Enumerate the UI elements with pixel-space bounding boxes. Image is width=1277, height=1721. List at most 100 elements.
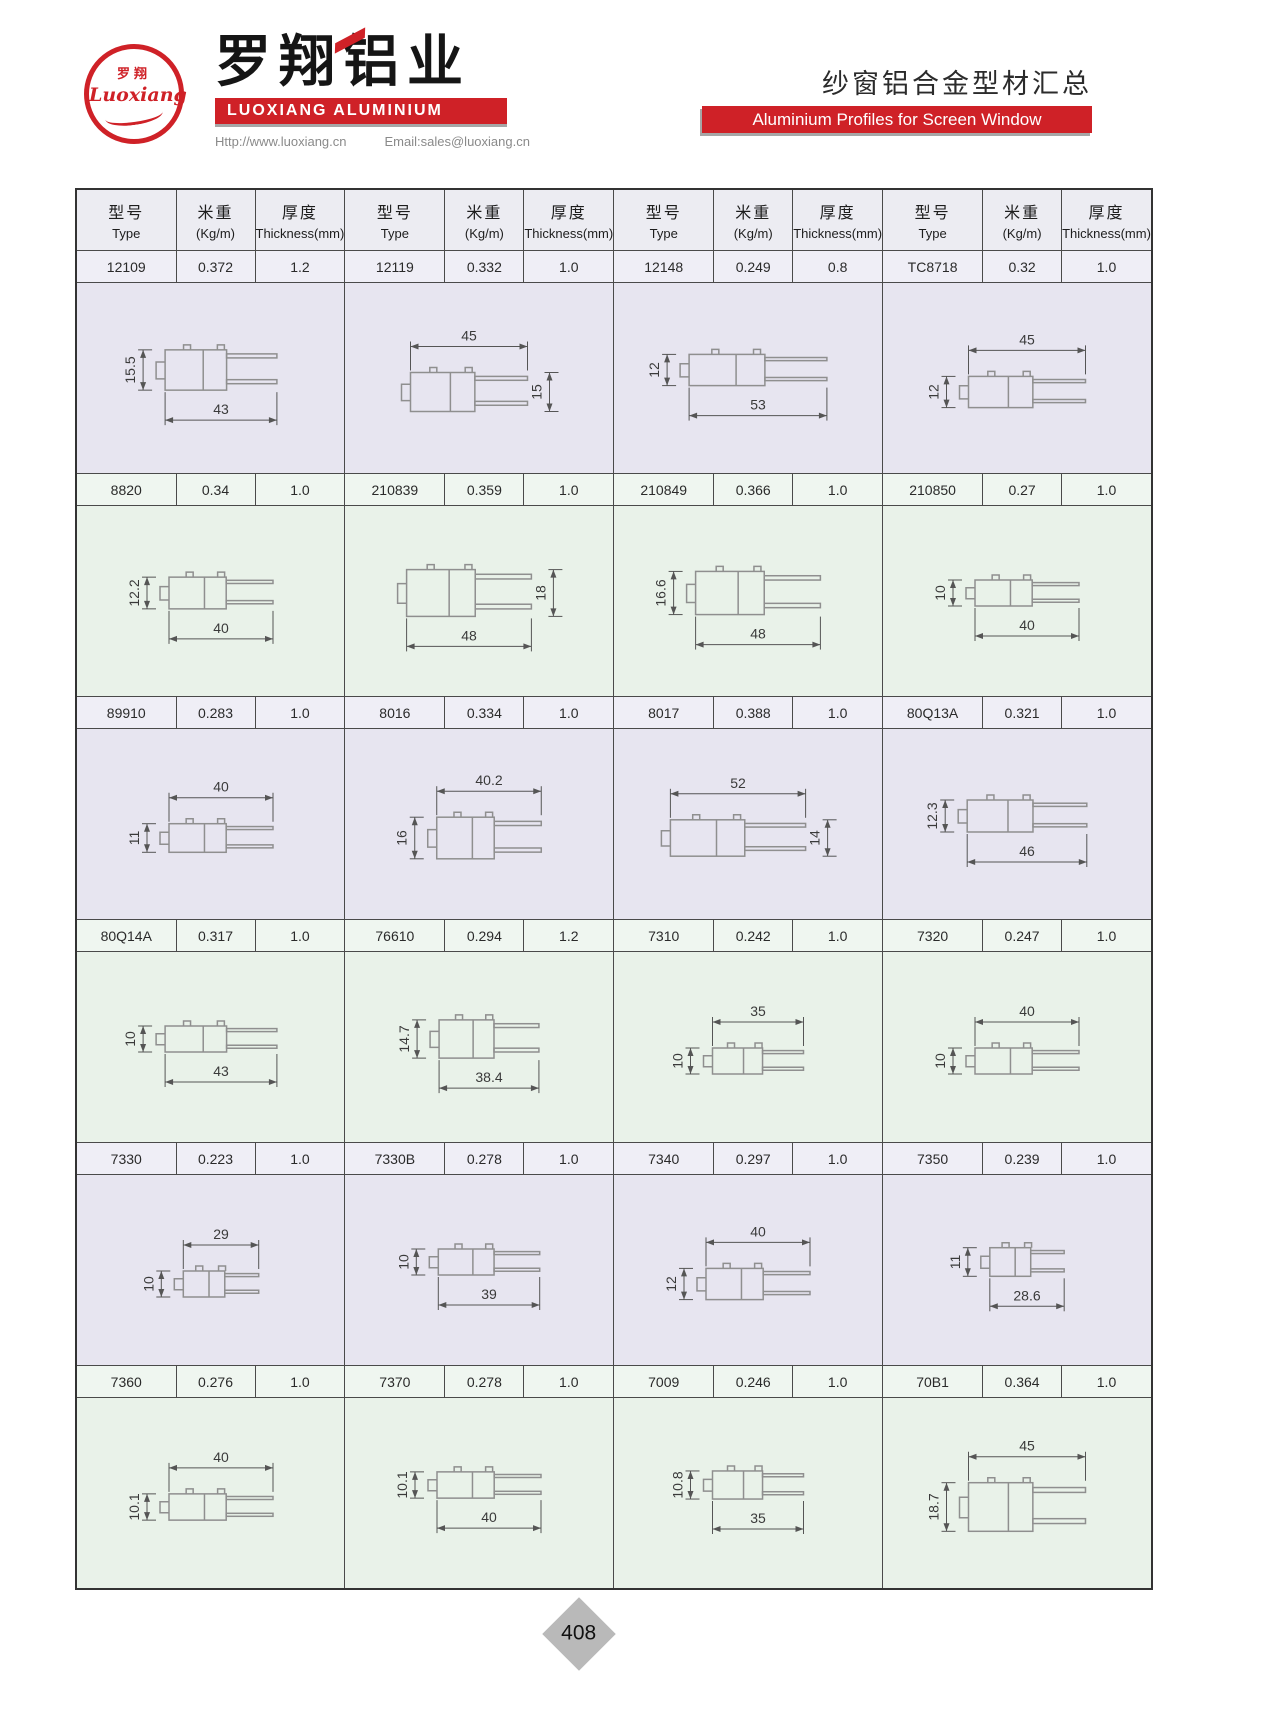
profile-weight: 0.334	[444, 696, 525, 729]
height-dimension: 18	[533, 569, 563, 617]
profile-type: 7310	[613, 919, 715, 952]
profile-outline	[660, 814, 807, 857]
width-dimension: 45	[968, 1438, 1086, 1481]
width-dimension: 40	[168, 779, 274, 822]
dim-label: 15.5	[122, 356, 138, 383]
dim-label: 10	[140, 1276, 156, 1292]
dim-label: 15	[529, 384, 545, 400]
height-dimension: 16	[394, 816, 425, 860]
profile-drawing-cell-8820: 40 12.2	[75, 505, 346, 697]
dim-label: 40	[213, 1449, 229, 1465]
profile-weight: 0.388	[713, 696, 794, 729]
dim-label: 10.8	[670, 1471, 686, 1498]
profile-drawing-row: 29 10 39 10 40 12 28.6 11	[75, 1174, 1153, 1366]
profile-type: 7370	[344, 1365, 446, 1398]
profile-thickness: 1.0	[792, 1142, 884, 1175]
profile-weight: 0.283	[175, 696, 256, 729]
profile-type: 12119	[344, 250, 446, 283]
profile-type: 80Q14A	[75, 919, 177, 952]
profile-drawing-80Q13A: 46 12.3	[924, 794, 1088, 867]
profile-drawing-cell-70B1: 45 18.7	[882, 1397, 1153, 1590]
column-header-cn: 型号	[914, 205, 951, 222]
profile-weight: 0.223	[175, 1142, 256, 1175]
column-header-type: 型号 Type	[882, 188, 984, 251]
height-dimension: 10	[122, 1025, 152, 1053]
profile-weight: 0.246	[713, 1365, 794, 1398]
height-dimension: 10	[670, 1047, 700, 1075]
width-dimension: 53	[688, 387, 828, 421]
profile-weight: 0.317	[175, 919, 256, 952]
height-dimension: 15.5	[122, 349, 152, 391]
profile-drawing-cell-210849: 48 16.6	[613, 505, 884, 697]
profile-drawing-70B1: 45 18.7	[926, 1438, 1087, 1533]
dim-label: 45	[1019, 1438, 1035, 1454]
column-header-en: Type	[380, 226, 409, 241]
dim-label: 39	[481, 1286, 497, 1302]
column-header-cn: 米重	[1004, 205, 1041, 222]
column-header-cn: 厚度	[550, 205, 587, 222]
profile-weight: 0.372	[175, 250, 256, 283]
dim-label: 10	[122, 1031, 138, 1047]
profile-type: 70B1	[882, 1365, 984, 1398]
table-header-row: 型号 Type 米重 (Kg/m) 厚度 Thickness(mm) 型号 Type 米重 (Kg…	[75, 188, 1153, 251]
column-header-type: 型号 Type	[344, 188, 446, 251]
profile-weight: 0.294	[444, 919, 525, 952]
profile-type: 7360	[75, 1365, 177, 1398]
profile-outline	[965, 1042, 1080, 1075]
profile-type: 7330	[75, 1142, 177, 1175]
profile-thickness: 0.8	[792, 250, 884, 283]
page-header: 罗翔 Luoxiang 罗翔铝业 LUOXIANG ALUMINIUM Http…	[0, 0, 1277, 180]
dim-label: 48	[750, 626, 766, 642]
profile-drawing-cell-210850: 40 10	[882, 505, 1153, 697]
column-header-type: 型号 Type	[613, 188, 715, 251]
profile-outline	[427, 1466, 543, 1499]
dim-label: 35	[750, 1003, 766, 1019]
height-dimension: 10.8	[670, 1470, 700, 1500]
profile-type: 210839	[344, 473, 446, 506]
profile-drawing-cell-7310: 35 10	[613, 951, 884, 1143]
profile-outline	[158, 817, 274, 854]
profile-drawing-210850: 40 10	[932, 574, 1080, 641]
profile-thickness: 1.0	[523, 696, 615, 729]
height-dimension: 10.1	[394, 1471, 425, 1499]
profile-drawing-80Q14A: 43 10	[122, 1020, 278, 1087]
contact-links: Http://www.luoxiang.cn Email:sales@luoxia…	[215, 134, 530, 149]
profile-thickness: 1.0	[1061, 250, 1153, 283]
profile-drawing-cell-12119: 45 15	[344, 282, 615, 474]
profile-drawing-7330B: 39 10	[396, 1243, 541, 1310]
profile-drawing-7330: 29 10	[140, 1226, 260, 1298]
column-header-thicknessmm: 厚度 Thickness(mm)	[254, 188, 346, 251]
width-dimension: 28.6	[989, 1278, 1065, 1312]
height-dimension: 15	[529, 372, 559, 412]
profile-drawing-cell-7370: 40 10.1	[344, 1397, 615, 1590]
profile-outline	[155, 1020, 278, 1053]
height-dimension: 10	[932, 579, 962, 607]
profile-value-row: 7360 0.276 1.0 7370 0.278 1.0 7009 0.246 1.0 70B1…	[75, 1365, 1153, 1398]
profile-outline	[702, 1042, 805, 1075]
profile-type: 7009	[613, 1365, 715, 1398]
profile-drawing-cell-12148: 53 12	[613, 282, 884, 474]
width-dimension: 40	[168, 1449, 274, 1492]
profile-thickness: 1.0	[523, 1365, 615, 1398]
width-dimension: 40	[974, 1003, 1080, 1046]
height-dimension: 12.3	[924, 799, 955, 833]
dim-label: 40.2	[476, 772, 503, 788]
height-dimension: 12.2	[126, 576, 156, 610]
width-dimension: 40	[974, 608, 1080, 641]
profile-drawing-7350: 28.6 11	[947, 1241, 1065, 1312]
profile-drawing-row: 40 10.1 40 10.1 35 10.8 45 18.7	[75, 1397, 1153, 1590]
profile-drawing-row: 43 10 38.4 14.7 35 10 40 10	[75, 951, 1153, 1143]
profile-thickness: 1.0	[1061, 473, 1153, 506]
dim-label: 18.7	[926, 1493, 942, 1520]
profile-drawing-cell-7009: 35 10.8	[613, 1397, 884, 1590]
profile-thickness: 1.0	[1061, 1365, 1153, 1398]
profile-outline	[958, 1476, 1087, 1533]
profile-drawing-7320: 40 10	[932, 1003, 1080, 1075]
width-dimension: 46	[966, 833, 1088, 867]
width-dimension: 35	[712, 1501, 805, 1535]
profile-type: 8017	[613, 696, 715, 729]
profile-type: 7340	[613, 1142, 715, 1175]
profile-type: 210849	[613, 473, 715, 506]
profile-drawing-cell-8017: 52 14	[613, 728, 884, 920]
height-dimension: 14	[807, 819, 837, 857]
